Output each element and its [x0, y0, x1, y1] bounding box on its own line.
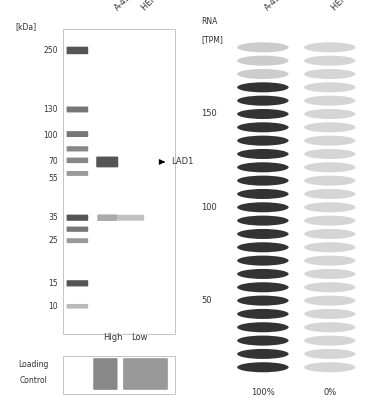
- Ellipse shape: [304, 282, 355, 292]
- FancyBboxPatch shape: [117, 215, 144, 221]
- FancyBboxPatch shape: [66, 146, 88, 152]
- Text: [kDa]: [kDa]: [16, 22, 37, 32]
- Text: 10: 10: [48, 302, 58, 311]
- Ellipse shape: [237, 256, 289, 266]
- Text: 55: 55: [48, 174, 58, 183]
- FancyBboxPatch shape: [63, 356, 175, 394]
- Ellipse shape: [304, 82, 355, 92]
- FancyBboxPatch shape: [97, 214, 117, 221]
- FancyBboxPatch shape: [66, 215, 88, 221]
- Ellipse shape: [237, 82, 289, 92]
- Ellipse shape: [237, 202, 289, 212]
- Ellipse shape: [237, 216, 289, 226]
- Ellipse shape: [237, 122, 289, 132]
- FancyBboxPatch shape: [123, 358, 168, 390]
- Ellipse shape: [304, 42, 355, 52]
- Text: 250: 250: [43, 46, 58, 55]
- Text: Low: Low: [132, 333, 148, 342]
- Ellipse shape: [237, 176, 289, 186]
- Ellipse shape: [304, 296, 355, 306]
- FancyBboxPatch shape: [63, 29, 175, 334]
- FancyBboxPatch shape: [96, 156, 118, 167]
- Ellipse shape: [237, 136, 289, 146]
- Text: 100: 100: [201, 203, 217, 212]
- Ellipse shape: [304, 229, 355, 239]
- Ellipse shape: [237, 229, 289, 239]
- Text: 25: 25: [48, 236, 58, 245]
- Ellipse shape: [237, 336, 289, 346]
- Text: RNA: RNA: [201, 17, 217, 26]
- Ellipse shape: [237, 149, 289, 159]
- Ellipse shape: [304, 336, 355, 346]
- Text: LAD1: LAD1: [171, 158, 193, 166]
- Text: Loading: Loading: [18, 360, 49, 369]
- Text: A-431: A-431: [113, 0, 137, 13]
- Text: 70: 70: [48, 158, 58, 166]
- FancyBboxPatch shape: [66, 226, 88, 232]
- FancyBboxPatch shape: [66, 280, 88, 286]
- FancyBboxPatch shape: [66, 158, 88, 163]
- Text: [TPM]: [TPM]: [201, 35, 223, 44]
- Text: 15: 15: [48, 279, 58, 288]
- Ellipse shape: [237, 322, 289, 332]
- Ellipse shape: [304, 349, 355, 359]
- FancyBboxPatch shape: [66, 238, 88, 243]
- Ellipse shape: [304, 162, 355, 172]
- FancyBboxPatch shape: [66, 171, 88, 176]
- Text: 130: 130: [43, 105, 58, 114]
- FancyBboxPatch shape: [66, 106, 88, 112]
- Text: High: High: [103, 333, 123, 342]
- Ellipse shape: [304, 109, 355, 119]
- Ellipse shape: [237, 109, 289, 119]
- Ellipse shape: [304, 189, 355, 199]
- FancyBboxPatch shape: [66, 131, 88, 137]
- Text: 0%: 0%: [323, 388, 336, 397]
- FancyBboxPatch shape: [66, 47, 88, 54]
- FancyBboxPatch shape: [93, 358, 117, 390]
- Ellipse shape: [237, 282, 289, 292]
- Ellipse shape: [304, 362, 355, 372]
- Ellipse shape: [237, 162, 289, 172]
- Text: HEK 293: HEK 293: [140, 0, 172, 13]
- Text: Control: Control: [20, 376, 47, 385]
- Text: 150: 150: [201, 110, 217, 118]
- Ellipse shape: [237, 189, 289, 199]
- Ellipse shape: [304, 149, 355, 159]
- Text: 100: 100: [43, 131, 58, 140]
- Ellipse shape: [304, 269, 355, 279]
- Ellipse shape: [237, 362, 289, 372]
- Ellipse shape: [237, 296, 289, 306]
- Text: 100%: 100%: [251, 388, 275, 397]
- Ellipse shape: [237, 309, 289, 319]
- Ellipse shape: [237, 69, 289, 79]
- Ellipse shape: [237, 96, 289, 106]
- Ellipse shape: [304, 56, 355, 66]
- Ellipse shape: [304, 256, 355, 266]
- Ellipse shape: [237, 242, 289, 252]
- Ellipse shape: [237, 42, 289, 52]
- Ellipse shape: [237, 56, 289, 66]
- Ellipse shape: [237, 349, 289, 359]
- Ellipse shape: [304, 176, 355, 186]
- Text: HEK 293: HEK 293: [330, 0, 361, 12]
- Ellipse shape: [304, 96, 355, 106]
- Text: 50: 50: [201, 296, 211, 305]
- Ellipse shape: [304, 309, 355, 319]
- Ellipse shape: [304, 242, 355, 252]
- Ellipse shape: [304, 69, 355, 79]
- FancyBboxPatch shape: [66, 304, 88, 308]
- Text: A-431: A-431: [263, 0, 286, 12]
- Ellipse shape: [304, 202, 355, 212]
- Ellipse shape: [304, 216, 355, 226]
- Ellipse shape: [304, 322, 355, 332]
- Text: 35: 35: [48, 213, 58, 222]
- Ellipse shape: [304, 122, 355, 132]
- Ellipse shape: [237, 269, 289, 279]
- Ellipse shape: [304, 136, 355, 146]
